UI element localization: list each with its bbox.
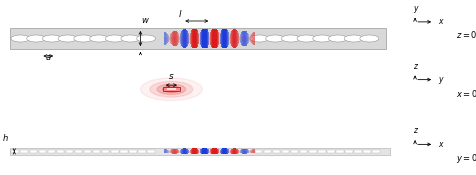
Text: x: x: [438, 17, 442, 26]
Bar: [163, 87, 180, 92]
Circle shape: [360, 35, 379, 42]
Text: w: w: [141, 16, 148, 25]
Text: h: h: [2, 134, 8, 143]
Circle shape: [140, 78, 202, 101]
Circle shape: [58, 35, 77, 42]
Circle shape: [281, 35, 300, 42]
Text: z: z: [413, 62, 417, 71]
Circle shape: [297, 35, 316, 42]
Bar: [11, 150, 19, 153]
Circle shape: [266, 35, 285, 42]
Bar: [10, 148, 390, 155]
Circle shape: [344, 35, 363, 42]
Circle shape: [11, 35, 30, 42]
Bar: [20, 150, 28, 153]
Bar: [300, 150, 307, 153]
Bar: [363, 150, 371, 153]
Bar: [354, 150, 362, 153]
Circle shape: [137, 35, 156, 42]
Bar: [102, 150, 109, 153]
Text: l: l: [178, 10, 181, 19]
Bar: [309, 150, 317, 153]
Bar: [10, 28, 386, 49]
Bar: [39, 150, 46, 153]
Bar: [57, 150, 64, 153]
Circle shape: [250, 35, 269, 42]
Bar: [30, 150, 37, 153]
Circle shape: [89, 35, 109, 42]
Circle shape: [74, 35, 93, 42]
Circle shape: [313, 35, 332, 42]
Bar: [93, 150, 100, 153]
Bar: [336, 150, 344, 153]
Bar: [120, 150, 128, 153]
Bar: [84, 150, 91, 153]
Bar: [111, 150, 119, 153]
Bar: [327, 150, 335, 153]
Bar: [318, 150, 326, 153]
Bar: [372, 150, 380, 153]
Bar: [273, 150, 280, 153]
Text: y: y: [413, 4, 417, 13]
Text: $y=0$: $y=0$: [456, 152, 476, 165]
Bar: [75, 150, 82, 153]
Text: $z=0$: $z=0$: [456, 30, 476, 40]
Text: z: z: [413, 126, 417, 135]
Text: $x=0$: $x=0$: [456, 88, 476, 99]
Text: y: y: [438, 75, 442, 84]
Circle shape: [42, 35, 61, 42]
Bar: [147, 150, 155, 153]
Circle shape: [121, 35, 140, 42]
Circle shape: [163, 86, 180, 92]
Bar: [264, 150, 271, 153]
Bar: [282, 150, 289, 153]
Circle shape: [157, 84, 186, 95]
Circle shape: [105, 35, 124, 42]
Bar: [66, 150, 73, 153]
Text: s: s: [169, 72, 174, 80]
Bar: [138, 150, 146, 153]
Bar: [345, 150, 353, 153]
Text: x: x: [438, 140, 442, 149]
Bar: [48, 150, 55, 153]
Circle shape: [150, 81, 193, 97]
Circle shape: [27, 35, 46, 42]
Circle shape: [328, 35, 347, 42]
Bar: [129, 150, 137, 153]
Bar: [167, 88, 176, 90]
Bar: [255, 150, 262, 153]
Text: a: a: [46, 53, 51, 62]
Bar: [291, 150, 298, 153]
